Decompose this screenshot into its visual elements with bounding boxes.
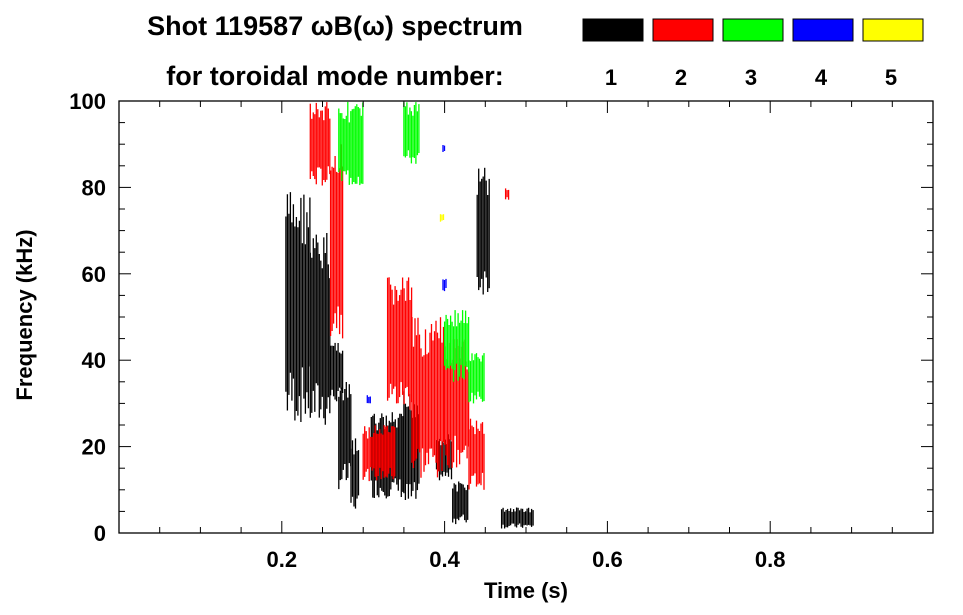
legend-label-mode-3: 3 bbox=[745, 65, 757, 90]
legend-swatch-mode-5 bbox=[862, 18, 924, 42]
x-tick-label: 0.6 bbox=[592, 547, 623, 572]
mode-3-region-0 bbox=[338, 101, 364, 186]
mode-1-region-3 bbox=[338, 382, 352, 490]
mode-3-region-1 bbox=[403, 102, 420, 164]
mode-1-region-8 bbox=[452, 481, 469, 525]
legend: 1 2 3 4 5 bbox=[582, 18, 924, 90]
mode-1-region-4 bbox=[350, 438, 360, 509]
legend-swatch-mode-1 bbox=[582, 18, 644, 42]
plot-frame bbox=[118, 100, 934, 534]
mode-1-series bbox=[285, 167, 534, 529]
mode-4-region-2 bbox=[366, 395, 371, 404]
mode-1-region-2 bbox=[329, 342, 344, 402]
axis-ticks bbox=[118, 100, 934, 534]
x-tick-label: 0.8 bbox=[755, 547, 786, 572]
legend-swatch-mode-4 bbox=[792, 18, 854, 42]
legend-label-mode-1: 1 bbox=[605, 65, 617, 90]
mode-2-region-0 bbox=[309, 102, 331, 186]
x-tick-label: 0.2 bbox=[267, 547, 298, 572]
mode-1-region-0 bbox=[285, 192, 311, 422]
legend-label-mode-2: 2 bbox=[675, 65, 687, 90]
mode-1-region-10 bbox=[500, 507, 534, 529]
mode-3-series bbox=[338, 101, 485, 404]
legend-label-mode-4: 4 bbox=[815, 65, 828, 90]
chart-subtitle: for toroidal mode number: bbox=[166, 61, 504, 91]
mode-3-region-2 bbox=[443, 310, 470, 382]
legend-swatch-mode-3 bbox=[722, 18, 784, 42]
mode-3-region-3 bbox=[468, 353, 485, 404]
legend-label-mode-5: 5 bbox=[885, 65, 897, 90]
mode-2-region-3 bbox=[386, 277, 413, 410]
mode-2-region-1 bbox=[329, 144, 344, 339]
y-tick-label: 80 bbox=[82, 175, 106, 200]
y-axis-label: Frequency (kHz) bbox=[12, 229, 37, 400]
mode-1-region-1 bbox=[309, 233, 331, 425]
y-tick-label: 100 bbox=[69, 89, 106, 114]
x-axis-label: Time (s) bbox=[484, 578, 568, 603]
mode-4-region-0 bbox=[442, 278, 447, 292]
mode-4-region-1 bbox=[442, 145, 446, 152]
y-tick-label: 60 bbox=[82, 262, 106, 287]
mode-5-region-0 bbox=[439, 214, 445, 222]
tick-labels: 0.2 0.4 0.6 0.8 0 20 40 60 80 100 bbox=[69, 89, 785, 572]
mode-2-region-4 bbox=[411, 317, 445, 478]
chart-title: Shot 119587 ωB(ω) spectrum bbox=[147, 11, 523, 41]
mode-4-series bbox=[366, 145, 447, 404]
x-tick-label: 0.4 bbox=[429, 547, 460, 572]
legend-swatch-mode-2 bbox=[652, 18, 714, 42]
mode-2-region-6 bbox=[468, 418, 485, 490]
plot-area bbox=[285, 101, 534, 529]
mode-2-series bbox=[309, 102, 510, 490]
y-tick-label: 0 bbox=[94, 521, 106, 546]
y-tick-label: 40 bbox=[82, 348, 106, 373]
mode-5-series bbox=[439, 214, 445, 222]
y-tick-label: 20 bbox=[82, 435, 106, 460]
mode-2-region-2 bbox=[362, 425, 396, 482]
mode-1-region-9 bbox=[476, 167, 490, 295]
mode-2-region-7 bbox=[504, 188, 510, 200]
